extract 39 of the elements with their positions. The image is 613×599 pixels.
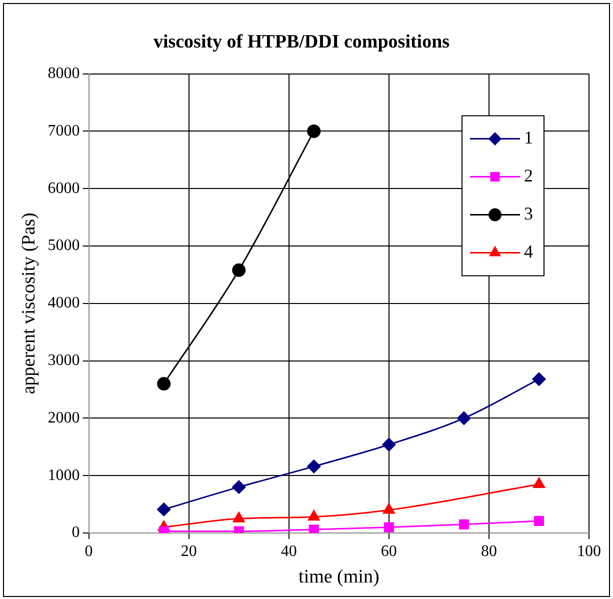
y-tick-label: 2000 bbox=[48, 409, 80, 426]
legend-label: 3 bbox=[524, 204, 533, 224]
point bbox=[307, 124, 321, 138]
y-tick-label: 5000 bbox=[48, 237, 80, 254]
point bbox=[157, 502, 171, 516]
y-tick-label: 7000 bbox=[48, 122, 80, 140]
y-axis-title: apperent viscosity (Pas) bbox=[18, 212, 40, 394]
x-tick-label: 40 bbox=[280, 542, 297, 560]
x-tick-label: 0 bbox=[84, 542, 93, 560]
chart-title: viscosity of HTPB/DDI compositions bbox=[153, 31, 450, 52]
point bbox=[457, 411, 471, 425]
legend-label: 4 bbox=[524, 242, 533, 262]
point bbox=[382, 503, 395, 514]
point bbox=[232, 512, 245, 522]
point bbox=[308, 524, 319, 533]
x-tick-label: 80 bbox=[480, 542, 497, 560]
point bbox=[308, 510, 320, 521]
y-tick-label: 4000 bbox=[48, 294, 80, 312]
y-tick-label: 8000 bbox=[48, 65, 80, 82]
point bbox=[157, 377, 171, 391]
legend-label: 2 bbox=[524, 166, 533, 186]
point bbox=[534, 516, 544, 526]
x-tick-label: 20 bbox=[180, 542, 197, 560]
x-tick-label: 100 bbox=[577, 542, 601, 560]
y-tick-label: 1000 bbox=[48, 466, 80, 484]
point bbox=[532, 372, 546, 386]
point bbox=[533, 477, 545, 488]
legend-label: 1 bbox=[524, 128, 533, 148]
point bbox=[382, 438, 396, 452]
x-axis-title: time (min) bbox=[298, 566, 380, 588]
point bbox=[232, 480, 246, 494]
point bbox=[384, 522, 394, 532]
point bbox=[307, 460, 321, 474]
x-tick-label: 60 bbox=[380, 542, 397, 560]
point bbox=[232, 263, 246, 277]
point bbox=[458, 519, 469, 530]
y-tick-label: 0 bbox=[72, 524, 80, 542]
y-tick-label: 3000 bbox=[48, 352, 80, 370]
y-tick-label: 6000 bbox=[48, 180, 80, 197]
